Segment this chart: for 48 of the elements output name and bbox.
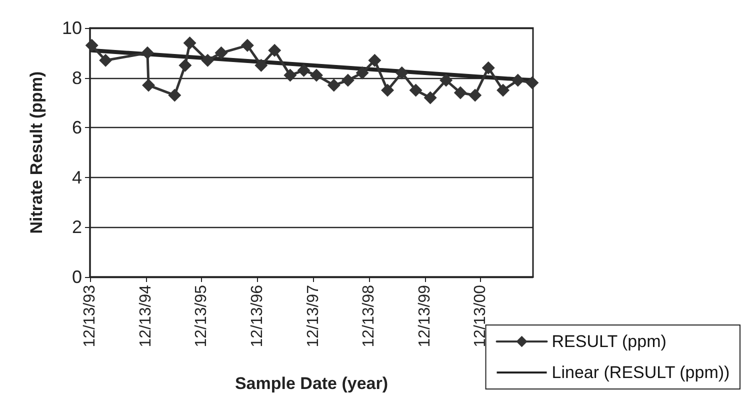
x-tick-label: 12/13/00 (472, 284, 490, 348)
point (99, 54, 112, 67)
x-tick-label: 12/13/94 (137, 284, 154, 348)
y-tick-label: 2 (72, 217, 82, 238)
y-tick-label: 0 (72, 267, 82, 287)
point (183, 36, 196, 50)
x-tick-label: 12/13/97 (304, 284, 322, 348)
point (482, 61, 495, 74)
point (284, 68, 297, 82)
x-tick-label: 12/13/96 (248, 284, 266, 348)
x-tick-label: 12/13/93 (82, 284, 98, 348)
x-tick-label: 12/13/99 (416, 284, 434, 348)
point (356, 66, 369, 80)
y-tick-label: 10 (62, 18, 82, 38)
point (496, 84, 510, 97)
point (310, 68, 323, 82)
legend-label: Linear (RESULT (ppm)) (552, 363, 730, 382)
point (424, 91, 437, 104)
point (240, 38, 254, 52)
y-axis-title: Nitrate Result (ppm) (27, 71, 46, 234)
point (327, 78, 340, 92)
legend-label: RESULT (ppm) (552, 332, 666, 351)
point (214, 46, 228, 60)
point (440, 74, 453, 87)
point (511, 74, 524, 87)
point (142, 78, 156, 92)
point (85, 38, 98, 52)
y-tick-label: 8 (72, 68, 82, 88)
point (468, 88, 482, 102)
point (341, 74, 354, 87)
point (454, 86, 467, 100)
point (526, 76, 539, 90)
point (395, 66, 408, 80)
x-axis-title: Sample Date (year) (234, 374, 388, 393)
point (368, 54, 382, 67)
x-tick-label: 12/13/95 (193, 284, 210, 348)
point (409, 84, 422, 97)
point (254, 58, 268, 72)
point (297, 64, 310, 77)
point (268, 44, 282, 57)
x-tick-label: 12/13/98 (360, 284, 378, 348)
y-tick-label: 4 (72, 167, 82, 188)
y-tick-label: 6 (72, 118, 82, 138)
point (178, 58, 192, 72)
point (168, 88, 182, 102)
point (381, 84, 394, 97)
point (201, 54, 214, 67)
point (140, 46, 154, 60)
